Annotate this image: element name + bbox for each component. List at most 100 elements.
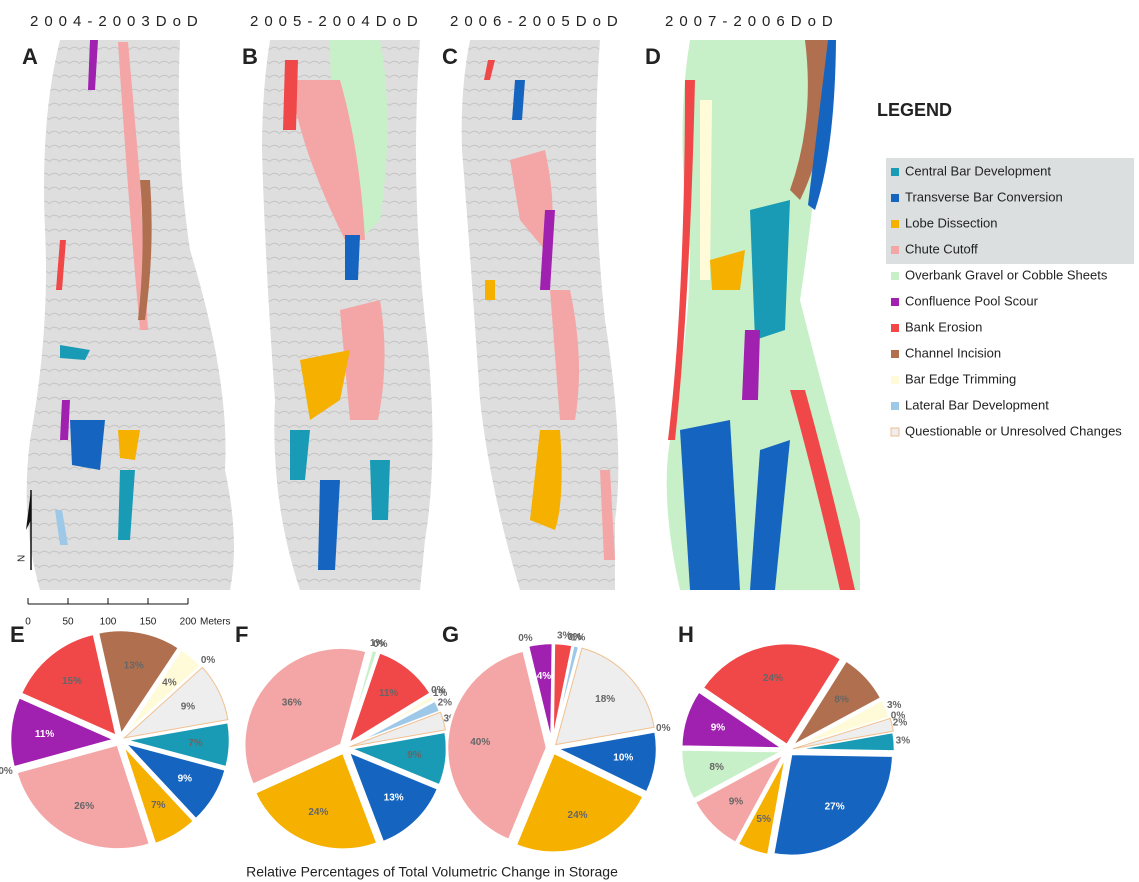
map-header: 2006-2005DoD — [450, 13, 624, 30]
pie-slice — [771, 752, 895, 858]
value-label: 24% — [763, 673, 783, 684]
pie-slice — [242, 646, 369, 787]
value-label: 18% — [595, 694, 615, 705]
value-label: 13% — [384, 793, 404, 804]
pie-slice — [19, 632, 119, 739]
pie-slice — [792, 730, 897, 753]
legend-swatch — [891, 220, 899, 228]
value-label: 27% — [825, 801, 845, 812]
pie-slice — [8, 695, 119, 769]
value-label: 24% — [308, 807, 328, 818]
pie-slice — [345, 650, 433, 747]
map-header: 2005-2004DoD — [250, 13, 424, 30]
pie-slice — [514, 750, 646, 854]
panel-label: H — [678, 622, 694, 647]
pie-slice — [735, 754, 788, 857]
legend-title: LEGEND — [877, 100, 952, 120]
legend-swatch — [891, 194, 899, 202]
value-label: 36% — [282, 697, 302, 708]
legend-swatch — [891, 350, 899, 358]
pie-slice — [700, 641, 844, 747]
value-label: 9% — [181, 701, 196, 712]
value-label: 13% — [124, 660, 144, 671]
value-label: 3% — [896, 736, 911, 747]
pie-slice — [792, 717, 894, 750]
legend: Central Bar Development Transverse Bar Co… — [890, 163, 1122, 438]
map-a — [26, 40, 234, 590]
value-label: 2% — [893, 717, 908, 728]
panel-label: C — [442, 44, 458, 69]
value-label: 11% — [35, 729, 55, 740]
value-label: 0% — [891, 710, 906, 721]
value-label: 1% — [571, 633, 586, 644]
value-label: 9% — [729, 796, 744, 807]
legend-swatch — [891, 324, 899, 332]
legend-swatch — [891, 402, 899, 410]
value-label: 26% — [74, 801, 94, 812]
value-label: 3% — [557, 630, 572, 641]
map-d — [666, 40, 860, 590]
pie-slice — [121, 743, 196, 846]
legend-swatch — [891, 272, 899, 280]
pie-slice — [13, 740, 116, 771]
value-label: 7% — [151, 800, 166, 811]
scale-label: 150 — [140, 617, 157, 628]
pie-slice — [120, 740, 228, 822]
value-label: 0% — [567, 632, 582, 643]
pie-slice — [124, 720, 232, 769]
value-label: 5% — [756, 814, 771, 825]
value-label: 1% — [433, 688, 448, 699]
legend-swatch — [891, 168, 899, 176]
north-label: N — [17, 555, 28, 562]
value-label: 3% — [887, 700, 902, 711]
pie-slice — [693, 750, 788, 845]
value-label: 0% — [656, 723, 671, 734]
legend-label: Lobe Dissection — [905, 215, 998, 230]
legend-label: Channel Incision — [905, 345, 1001, 360]
legend-swatch — [891, 298, 899, 306]
value-label: 15% — [62, 676, 82, 687]
value-label: 10% — [613, 753, 633, 764]
legend-label: Lateral Bar Development — [905, 397, 1049, 412]
legend-label: Bank Erosion — [905, 319, 982, 334]
value-label: 9% — [711, 722, 726, 733]
value-label: 2% — [438, 697, 453, 708]
value-label: 4% — [162, 677, 177, 688]
pie-slice — [555, 647, 655, 746]
panel-label: F — [235, 622, 248, 647]
legend-label: Transverse Bar Conversion — [905, 189, 1063, 204]
value-label: 9% — [178, 774, 193, 785]
pie-slice — [122, 666, 229, 739]
value-label: 40% — [470, 737, 490, 748]
pie-slice — [122, 665, 203, 738]
value-label: 0% — [518, 633, 533, 644]
panel-label: B — [242, 44, 258, 69]
value-label: 8% — [834, 694, 849, 705]
scale-label: 50 — [62, 617, 74, 628]
value-label: 0% — [0, 766, 13, 777]
pie-slice — [788, 658, 884, 750]
map-header: 2004-2003DoD — [30, 13, 204, 30]
pie-slice — [349, 711, 446, 748]
pie-slice — [346, 749, 440, 844]
scale-label: 200 — [180, 617, 197, 628]
pie-slice — [96, 628, 181, 739]
legend-swatch — [891, 376, 899, 384]
map-header: 2007-2006DoD — [665, 13, 839, 30]
pie-slice — [679, 689, 788, 750]
caption: Relative Percentages of Total Volumetric… — [246, 864, 618, 880]
legend-label: Questionable or Unresolved Changes — [905, 423, 1122, 438]
panel-label: G — [442, 622, 459, 647]
scale-label: 100 — [100, 617, 117, 628]
north-arrow: N — [17, 490, 32, 570]
pie-slice — [445, 648, 549, 842]
panel-label: D — [645, 44, 661, 69]
value-label: 9% — [407, 750, 422, 761]
value-label: 1% — [370, 638, 385, 649]
value-label: 11% — [379, 688, 399, 699]
legend-label: Overbank Gravel or Cobble Sheets — [905, 267, 1108, 282]
panel-label: A — [22, 44, 38, 69]
pie-slice — [679, 748, 788, 802]
legend-highlight — [886, 158, 1134, 264]
